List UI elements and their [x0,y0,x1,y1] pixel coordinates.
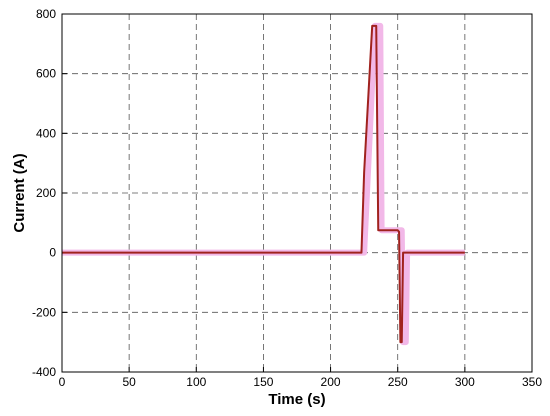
y-axis-label: Current (A) [11,153,28,232]
x-axis-label: Time (s) [268,391,325,408]
data-line [62,24,465,344]
x-tick-label: 300 [455,375,475,389]
x-tick-label: 0 [59,375,66,389]
y-tick-label: 200 [36,186,56,200]
x-tick-label: 150 [253,375,273,389]
x-tick-label: 350 [522,375,542,389]
y-tick-label: -400 [32,365,56,379]
y-tick-label: -200 [32,305,56,319]
x-tick-label: 200 [321,375,341,389]
x-tick-label: 100 [186,375,206,389]
y-tick-label: 600 [36,67,56,81]
y-tick-label: 800 [36,7,56,21]
axes-box [61,13,533,373]
y-tick-label: 400 [36,126,56,140]
x-tick-label: 250 [388,375,408,389]
y-tick-label: 0 [49,246,56,260]
x-tick-label: 50 [122,375,136,389]
